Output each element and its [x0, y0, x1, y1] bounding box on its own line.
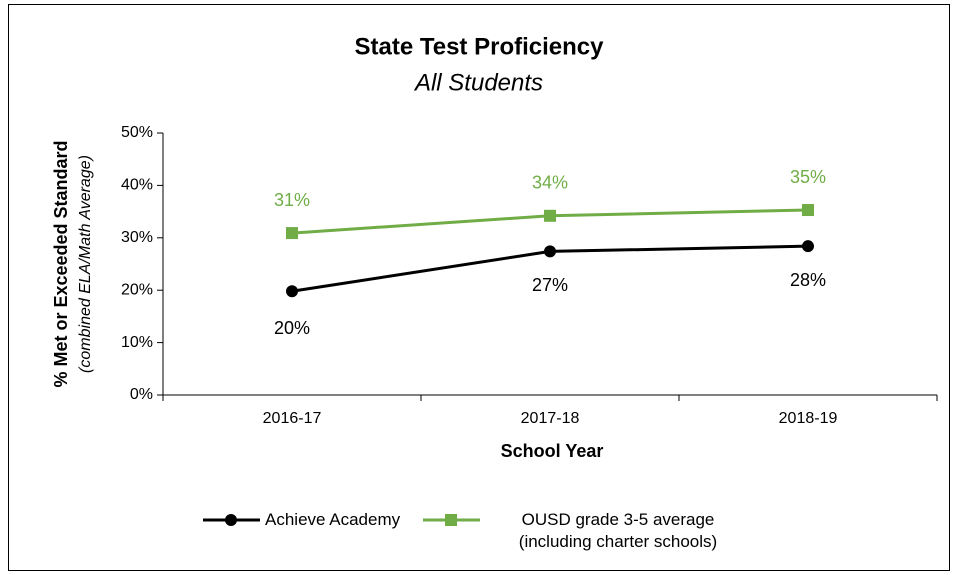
y-tick-label: 30%: [121, 229, 153, 246]
legend-marker: [445, 514, 457, 526]
x-axis-title: School Year: [501, 441, 604, 461]
y-tick-label: 40%: [121, 177, 153, 194]
data-point: [544, 245, 556, 258]
data-label: 31%: [274, 190, 310, 210]
chart-subtitle: All Students: [413, 69, 543, 96]
legend-label: OUSD grade 3-5 average (including charte…: [518, 510, 718, 551]
legend-label: Achieve Academy: [265, 510, 401, 529]
y-axis-title: % Met or Exceeded Standard: [51, 140, 71, 387]
chart-border: [8, 4, 950, 571]
x-tick-label: 2018-19: [779, 410, 838, 427]
y-axis-note: (combined ELA/Math Average): [77, 155, 94, 373]
data-point: [544, 209, 556, 222]
data-label: 20%: [274, 318, 310, 338]
x-tick-label: 2016-17: [263, 410, 322, 427]
data-label: 35%: [790, 167, 826, 187]
data-point: [286, 227, 298, 240]
x-tick-label: 2017-18: [521, 410, 580, 427]
chart-title: State Test Proficiency: [355, 33, 605, 60]
data-point: [286, 285, 298, 298]
data-point: [802, 204, 814, 217]
y-tick-label: 50%: [121, 124, 153, 141]
data-label: 28%: [790, 270, 826, 290]
data-label: 27%: [532, 275, 568, 295]
y-tick-label: 10%: [121, 334, 153, 351]
legend-marker: [225, 514, 237, 526]
data-point: [802, 240, 814, 253]
data-label: 34%: [532, 173, 568, 193]
y-tick-label: 0%: [130, 386, 153, 403]
y-tick-label: 20%: [121, 281, 153, 298]
